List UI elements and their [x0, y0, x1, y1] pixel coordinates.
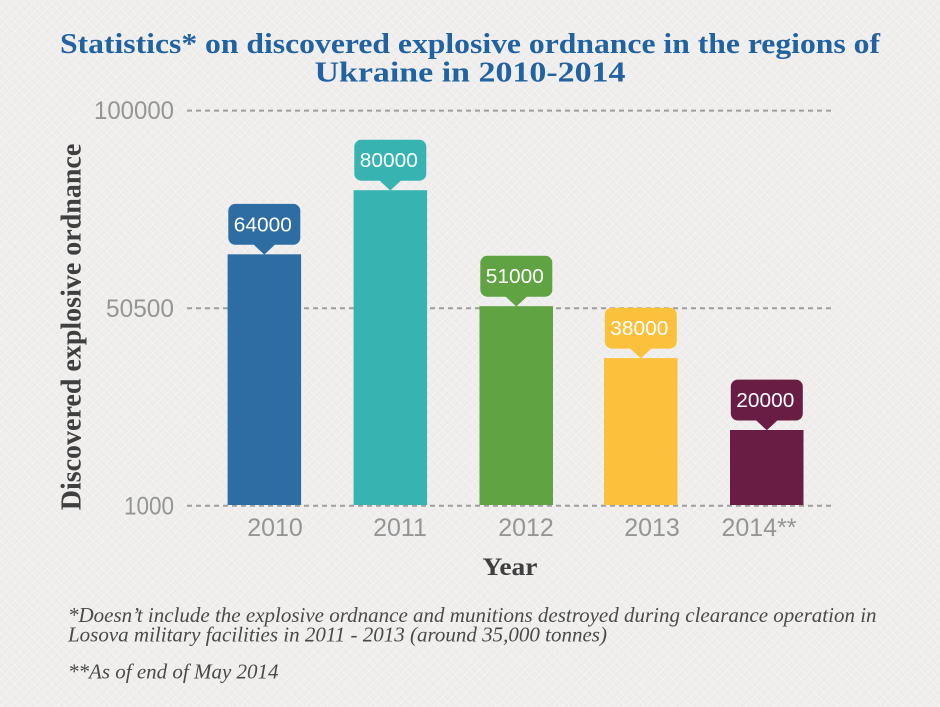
svg-text:2012: 2012: [498, 514, 554, 542]
svg-text:**As of end of May 2014: **As of end of May 2014: [68, 660, 279, 684]
svg-text:64000: 64000: [234, 214, 292, 236]
svg-text:80000: 80000: [360, 150, 418, 172]
svg-text:Discovered explosive ordnance: Discovered explosive ordnance: [57, 144, 88, 511]
svg-text:100000: 100000: [94, 97, 174, 125]
svg-text:50500: 50500: [106, 295, 174, 323]
svg-text:1000: 1000: [124, 492, 174, 520]
svg-text:2013: 2013: [624, 514, 680, 542]
svg-text:*Doesn’t include the explosive: *Doesn’t include the explosive ordnance …: [68, 603, 877, 627]
svg-text:2010: 2010: [247, 514, 303, 542]
svg-text:Statistics* on discovered expl: Statistics* on discovered explosive ordn…: [60, 29, 881, 60]
svg-text:Ukraine in 2010-2014: Ukraine in 2010-2014: [315, 58, 626, 89]
svg-text:Year: Year: [483, 554, 538, 581]
svg-text:20000: 20000: [736, 390, 794, 412]
svg-text:2011: 2011: [373, 514, 427, 542]
svg-text:2014**: 2014**: [721, 514, 796, 542]
svg-text:38000: 38000: [610, 318, 668, 340]
svg-text:Losova military facilities in: Losova military facilities in 2011 - 201…: [67, 623, 607, 647]
svg-text:51000: 51000: [486, 266, 544, 288]
